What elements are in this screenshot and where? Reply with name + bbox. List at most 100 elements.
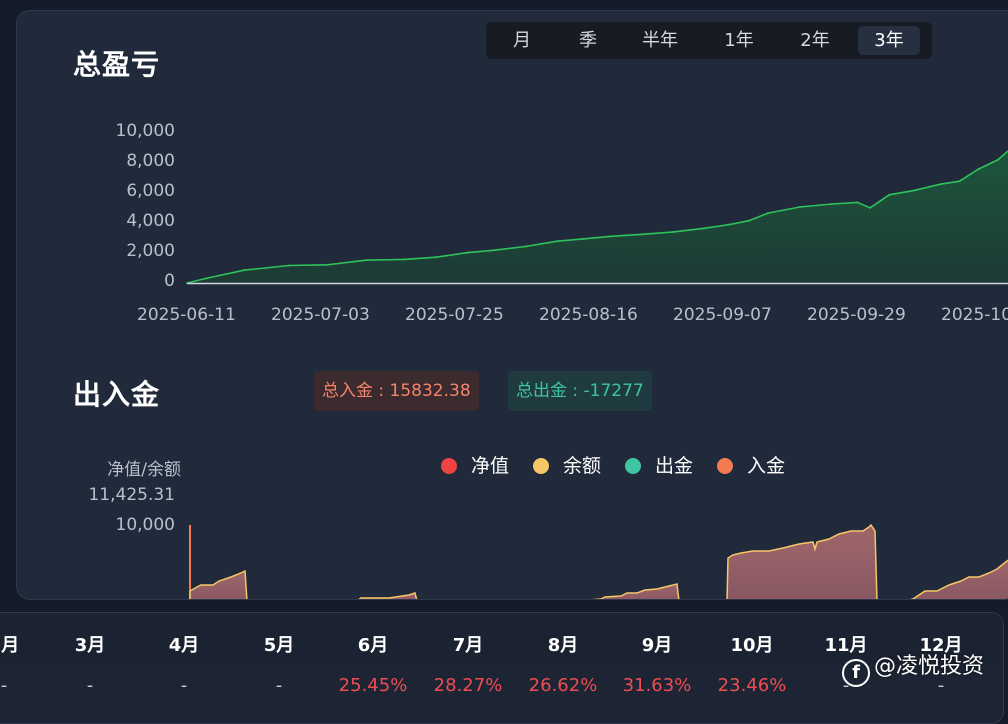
pnl-point <box>403 258 406 261</box>
month-header: 12月 <box>919 635 963 656</box>
month-value: - <box>0 675 8 696</box>
pnl-point <box>607 235 610 238</box>
pnl-point <box>728 223 731 226</box>
legend-label: 出金 <box>655 455 694 477</box>
month-header: 7月 <box>452 635 484 656</box>
pnl-point <box>996 158 999 161</box>
pnl-point <box>767 212 769 215</box>
pnl-title: 总盈亏 <box>73 48 161 81</box>
month-value: - <box>842 675 850 696</box>
month-header-row <box>0 613 1003 665</box>
pnl-point <box>958 180 961 183</box>
balance-area-5 <box>909 559 1008 599</box>
month-header: 5月 <box>263 635 295 656</box>
pnl-point <box>703 227 706 230</box>
withdraw-dot-icon <box>625 458 641 474</box>
facebook-logo-icon: f <box>842 659 870 687</box>
pnl-point <box>888 193 891 196</box>
pnl-xtick: 2025-10 <box>941 305 1008 325</box>
month-value: 25.45% <box>338 675 408 696</box>
month-header: 11月 <box>824 635 868 656</box>
period-3year-button[interactable]: 3年 <box>858 26 920 55</box>
period-2year-button[interactable]: 2年 <box>800 30 830 51</box>
month-value: - <box>86 675 94 696</box>
pnl-point <box>243 269 246 272</box>
month-value: - <box>275 675 283 696</box>
legend-item-withdraw[interactable]: 出金 <box>625 451 693 478</box>
pnl-point <box>830 203 833 205</box>
legend-label: 入金 <box>747 455 786 477</box>
month-value: - <box>937 675 945 696</box>
pnl-ytick: 6,000 <box>126 181 175 201</box>
flow-title: 出入金 <box>73 378 161 411</box>
legend-item-balance[interactable]: 余额 <box>533 451 601 478</box>
pnl-point <box>798 206 801 208</box>
pnl-ytick: 8,000 <box>126 151 175 171</box>
pnl-point <box>205 277 208 280</box>
period-1year-button[interactable]: 1年 <box>724 30 754 51</box>
deposit-dot-icon <box>717 458 733 474</box>
month-value: 26.62% <box>528 675 598 696</box>
month-value: 28.27% <box>433 675 503 696</box>
pnl-ytick: 2,000 <box>126 241 175 261</box>
pnl-xtick: 2025-07-03 <box>271 305 370 325</box>
month-value: - <box>180 675 188 696</box>
month-header: 2月 <box>0 635 20 656</box>
pnl-point <box>524 245 527 248</box>
pnl-point <box>466 251 469 254</box>
balance-dot-icon <box>533 458 549 474</box>
balance-area-4 <box>726 523 878 599</box>
period-halfyear-button[interactable]: 半年 <box>642 30 678 51</box>
total-out-badge: 总出金 : -17277 <box>508 371 652 411</box>
pnl-xtick: 2025-09-29 <box>807 305 906 325</box>
pnl-point <box>364 259 367 262</box>
pnl-xtick: 2025-09-07 <box>673 305 772 325</box>
pnl-point <box>492 249 495 252</box>
flow-ylabel: 净值/余额 <box>107 460 181 480</box>
period-selector: 月 季 半年 1年 2年 3年 <box>486 22 932 59</box>
pnl-point <box>939 183 942 186</box>
period-quarter-button[interactable]: 季 <box>579 30 597 51</box>
month-header: 3月 <box>74 635 106 656</box>
balance-area-1 <box>189 569 248 599</box>
pnl-point <box>913 189 916 192</box>
pnl-xtick: 2025-08-16 <box>539 305 638 325</box>
pnl-ytick: 4,000 <box>126 211 175 231</box>
flow-ytick: 11,425.31 <box>88 485 175 505</box>
month-header: 10月 <box>730 635 774 656</box>
legend-label: 余额 <box>563 455 602 477</box>
flow-ytick: 10,000 <box>115 515 175 535</box>
month-value: 31.63% <box>622 675 692 696</box>
pnl-point <box>326 263 329 266</box>
legend-label: 净值 <box>471 455 510 477</box>
total-in-badge: 总入金 : 15832.38 <box>314 371 479 411</box>
pnl-point <box>856 201 859 204</box>
pnl-point <box>977 168 980 170</box>
monthly-table: 2月 3月 4月 5月 6月 7月 8月 9月 10月 11月 12月 - - … <box>0 612 1004 724</box>
pnl-area <box>187 151 1008 283</box>
month-header: 9月 <box>641 635 673 656</box>
pnl-point <box>581 237 584 240</box>
pnl-chart <box>186 149 1008 285</box>
pnl-point <box>186 282 188 284</box>
legend-item-netvalue[interactable]: 净值 <box>441 451 509 478</box>
pnl-point <box>639 233 642 236</box>
pnl-point <box>556 240 559 243</box>
netvalue-dot-icon <box>441 458 457 474</box>
period-month-button[interactable]: 月 <box>513 30 531 51</box>
month-value: 23.46% <box>717 675 787 696</box>
month-header: 6月 <box>357 635 389 656</box>
pnl-ytick: 0 <box>164 271 175 291</box>
pnl-point <box>435 256 437 259</box>
pnl-xtick: 2025-07-25 <box>405 305 504 325</box>
main-card: 总盈亏 月 季 半年 1年 2年 3年 10,000 8,000 6,000 4… <box>16 10 1008 600</box>
legend-item-deposit[interactable]: 入金 <box>717 451 785 478</box>
watermark: f @凌悦投资 <box>842 648 985 687</box>
pnl-ytick: 10,000 <box>115 121 175 141</box>
pnl-xtick: 2025-06-11 <box>137 305 236 325</box>
pnl-point <box>671 231 674 234</box>
balance-area-3 <box>591 583 680 599</box>
watermark-text: @凌悦投资 <box>874 654 985 679</box>
pnl-point <box>288 264 291 267</box>
pnl-point <box>747 219 750 222</box>
